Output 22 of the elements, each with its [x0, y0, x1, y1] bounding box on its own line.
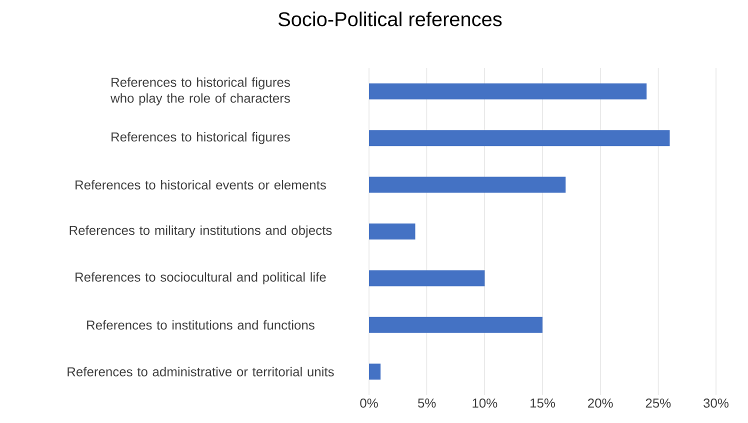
bar — [369, 270, 485, 286]
bar — [369, 224, 416, 240]
y-tick-label: References to military institutions and objects — [70, 225, 332, 238]
x-tick-label: 10% — [472, 398, 498, 408]
y-tick-label: References to historical figures — [112, 132, 290, 144]
x-tick-label: 5% — [418, 398, 436, 408]
y-tick-label: References to institutions and functions — [87, 320, 314, 330]
x-tick-label: 0% — [360, 398, 378, 408]
y-tick-label: References to historical events or elements — [76, 180, 326, 190]
bar — [369, 316, 542, 333]
bar — [369, 364, 381, 380]
x-tick-label: 20% — [588, 398, 613, 408]
y-tick-label: References to historical figures who play the role of characters — [110, 77, 290, 106]
x-tick-label: 30% — [704, 398, 729, 408]
bar — [369, 83, 647, 100]
x-tick-label: 25% — [646, 398, 671, 408]
bar — [369, 130, 670, 146]
y-tick-label: References to administrative or territorial units — [68, 366, 334, 376]
chart-title: Socio-Political references — [278, 12, 502, 26]
bar — [369, 176, 566, 193]
y-tick-label: References to sociocultural and political life — [76, 272, 326, 284]
x-tick-label: 15% — [530, 398, 556, 408]
